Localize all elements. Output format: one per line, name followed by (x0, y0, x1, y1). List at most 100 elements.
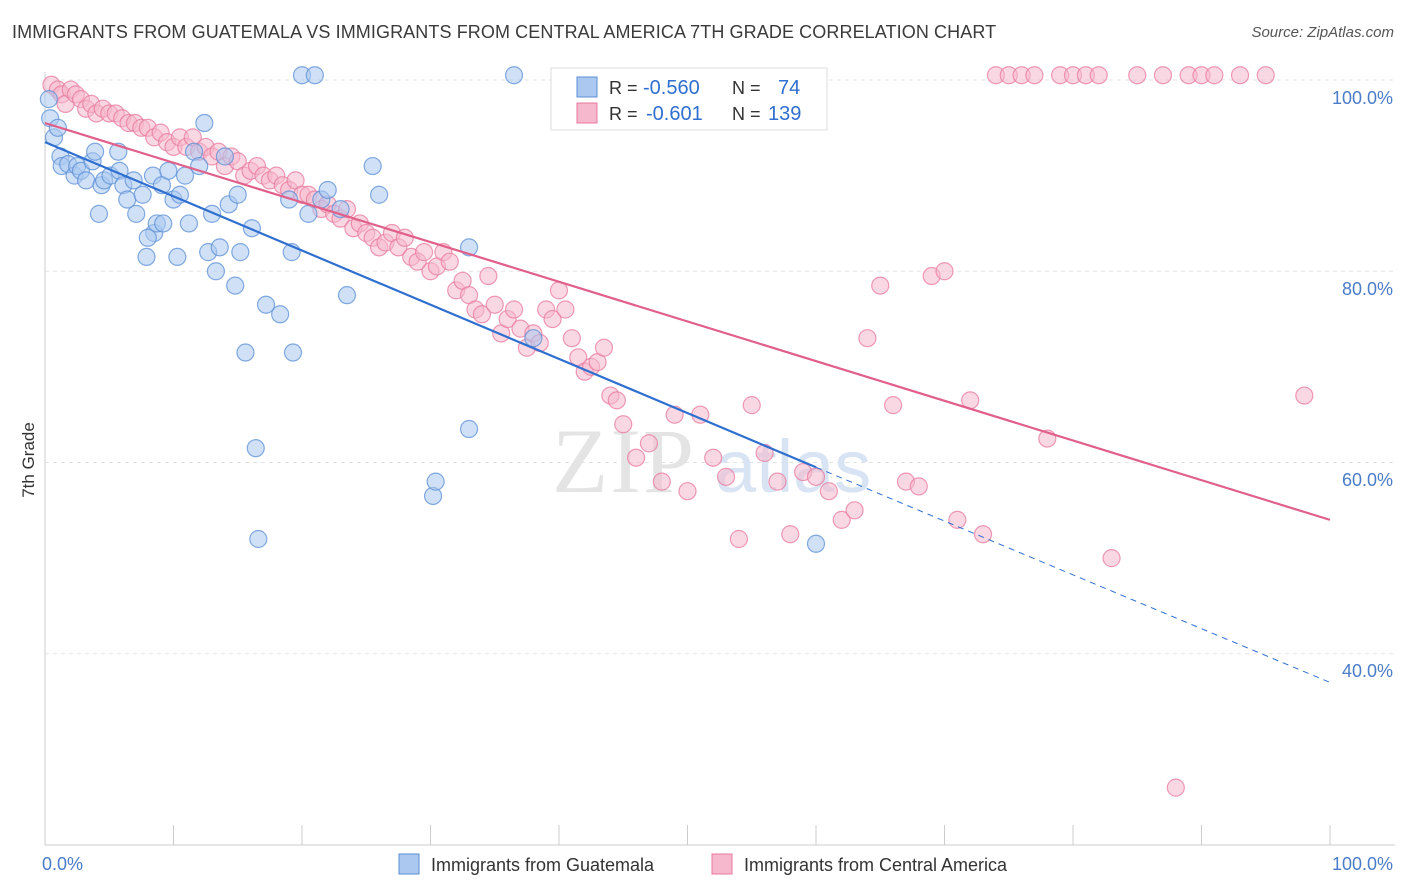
point-central-america (819, 482, 838, 501)
point-central-america (639, 434, 659, 453)
point-guatemala (228, 185, 247, 204)
point-guatemala (806, 534, 826, 553)
legend-label-central-america: Immigrants from Central America (744, 855, 1008, 875)
point-central-america (832, 510, 851, 529)
point-guatemala (337, 286, 357, 305)
point-central-america (1089, 66, 1108, 85)
y-axis-label: 7th Grade (19, 422, 38, 498)
point-guatemala (168, 247, 187, 267)
y-tick-label: 60.0% (1342, 470, 1393, 490)
legend-label-guatemala: Immigrants from Guatemala (431, 855, 655, 875)
point-central-america (485, 295, 504, 314)
point-guatemala (256, 295, 276, 314)
point-central-america (504, 300, 524, 319)
point-central-america (742, 396, 761, 415)
point-guatemala (77, 171, 96, 190)
point-guatemala (137, 247, 156, 267)
point-central-america (562, 329, 581, 348)
stats-n-label: N = (732, 104, 761, 124)
point-guatemala (370, 185, 389, 204)
point-central-america (1295, 386, 1314, 405)
point-guatemala (210, 238, 229, 257)
trend-line-central-america (44, 121, 1331, 521)
y-tick-label: 80.0% (1342, 279, 1393, 299)
stats-box: R = -0.560 N = 74 R = -0.601 N = 139 (550, 67, 828, 131)
point-guatemala (127, 204, 146, 223)
legend-swatch-guatemala (398, 853, 420, 875)
point-central-america (729, 529, 749, 549)
point-central-america (1153, 66, 1173, 85)
point-central-america (883, 396, 903, 415)
point-guatemala (363, 156, 382, 176)
point-central-america (858, 329, 877, 348)
point-guatemala (318, 180, 337, 200)
point-central-america (626, 448, 646, 467)
point-guatemala (271, 305, 290, 324)
point-guatemala (133, 185, 152, 204)
x-tick-label: 100.0% (1332, 854, 1393, 874)
legend: Immigrants from Guatemala Immigrants fro… (398, 853, 1008, 875)
point-central-america (845, 501, 864, 520)
source-credit: Source: ZipAtlas.com (1251, 24, 1394, 41)
point-guatemala (215, 147, 234, 166)
point-central-america (973, 525, 993, 544)
y-tick-label: 100.0% (1332, 88, 1393, 108)
point-central-america (414, 243, 434, 262)
point-central-america (440, 252, 459, 271)
point-central-america (1166, 778, 1185, 797)
point-guatemala (179, 214, 199, 233)
point-central-america (1025, 66, 1044, 85)
point-central-america (607, 391, 626, 410)
point-guatemala (305, 66, 324, 85)
legend-swatch-central-america (711, 853, 733, 875)
point-guatemala (236, 343, 255, 362)
stats-r-label: R = (609, 104, 638, 124)
stats-n-value: 139 (768, 103, 801, 125)
stats-r-value: -0.560 (643, 77, 700, 99)
point-central-america (768, 472, 787, 491)
point-central-america (594, 338, 614, 357)
point-central-america (1128, 66, 1147, 85)
point-central-america (1256, 66, 1275, 85)
point-guatemala (504, 66, 524, 85)
stats-n-label: N = (732, 78, 761, 98)
point-guatemala (154, 214, 173, 233)
stats-n-value: 74 (778, 77, 800, 99)
stats-swatch-pink (576, 102, 598, 124)
point-central-america (806, 467, 826, 486)
stats-r-value: -0.601 (646, 103, 703, 125)
watermark-atlas: atlas (715, 425, 871, 508)
point-guatemala (283, 343, 303, 362)
point-guatemala (299, 204, 318, 223)
point-central-america (1205, 66, 1224, 85)
point-guatemala (226, 276, 245, 295)
point-guatemala (524, 329, 543, 348)
point-central-america (479, 266, 498, 286)
point-guatemala (202, 204, 222, 223)
point-guatemala (39, 90, 58, 109)
trend-lines (44, 121, 1331, 683)
point-central-america (716, 467, 736, 486)
axes (44, 72, 1395, 846)
point-guatemala (195, 113, 214, 133)
point-central-america (948, 510, 967, 529)
series-guatemala (39, 66, 826, 553)
point-central-america (472, 305, 491, 324)
point-guatemala (246, 439, 265, 458)
point-central-america (1102, 549, 1121, 568)
stats-swatch-blue (576, 76, 598, 98)
point-central-america (935, 262, 954, 281)
point-guatemala (89, 204, 109, 223)
point-central-america (909, 477, 928, 496)
point-central-america (543, 309, 562, 329)
point-central-america (652, 472, 671, 491)
point-guatemala (206, 262, 226, 281)
point-guatemala (86, 142, 105, 161)
trend-line-guatemala-extension (815, 466, 1331, 683)
point-central-america (781, 525, 800, 544)
chart-title: IMMIGRANTS FROM GUATEMALA VS IMMIGRANTS … (12, 22, 997, 42)
point-central-america (704, 448, 723, 467)
stats-r-label: R = (609, 78, 638, 98)
y-tick-label: 40.0% (1342, 661, 1393, 681)
